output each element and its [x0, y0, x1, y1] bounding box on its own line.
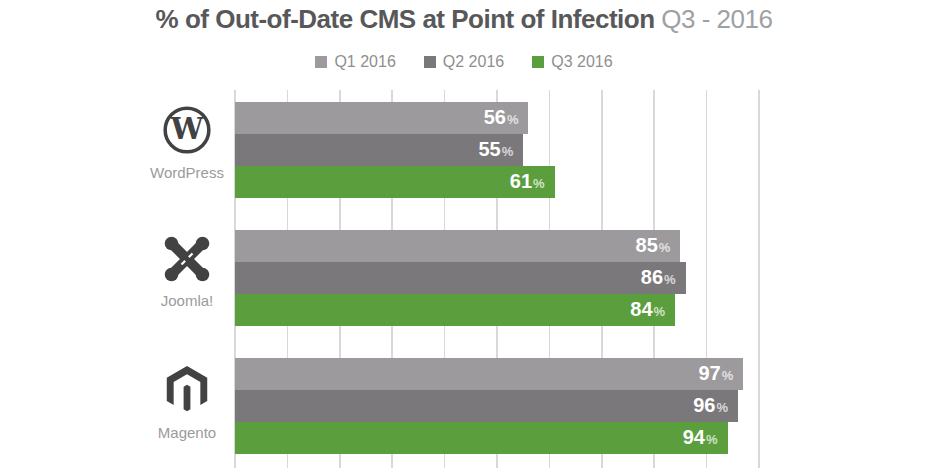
bar-magento-q3-2016: 94% [235, 422, 728, 454]
percent-suffix: % [507, 112, 519, 127]
category-block-wordpress: W WordPress [132, 104, 242, 181]
percent-suffix: % [533, 176, 545, 191]
bar-value: 86% [641, 261, 676, 296]
bar-group-magento: 97%96%94% [235, 358, 759, 454]
percent-suffix: % [722, 368, 734, 383]
percent-suffix: % [706, 432, 718, 447]
bar-value: 85% [636, 229, 671, 264]
wordpress-icon: W [161, 104, 213, 156]
bar-group-wordpress: 56%55%61% [235, 102, 759, 198]
legend-label: Q1 2016 [334, 53, 395, 71]
bar-value: 96% [693, 389, 728, 424]
bar-joomla-q3-2016: 84% [235, 294, 675, 326]
svg-text:W: W [170, 112, 205, 146]
chart-title: % of Out-of-Date CMS at Point of Infecti… [0, 4, 928, 35]
bar-value: 94% [683, 421, 718, 456]
category-label: WordPress [132, 164, 242, 181]
bar-magento-q1-2016: 97% [235, 358, 743, 390]
bar-value: 84% [630, 293, 665, 328]
percent-suffix: % [502, 144, 514, 159]
legend-label: Q3 2016 [551, 53, 612, 71]
chart-title-main: % of Out-of-Date CMS at Point of Infecti… [156, 4, 655, 34]
category-block-joomla: Joomla! [132, 234, 242, 309]
plot-area: 56%55%61% 85%86%84% 97%96%94% [235, 90, 759, 468]
bar-value: 56% [484, 101, 519, 136]
percent-suffix: % [716, 400, 728, 415]
chart-canvas: % of Out-of-Date CMS at Point of Infecti… [0, 0, 928, 468]
bar-group-joomla: 85%86%84% [235, 230, 759, 326]
bar-wordpress-q1-2016: 56% [235, 102, 528, 134]
percent-suffix: % [664, 272, 676, 287]
legend-item-q3-2016: Q3 2016 [532, 53, 612, 71]
category-label: Joomla! [132, 292, 242, 309]
category-label: Magento [132, 424, 242, 441]
joomla-icon [162, 234, 212, 284]
chart-title-period: Q3 - 2016 [655, 4, 773, 34]
bar-wordpress-q3-2016: 61% [235, 166, 555, 198]
magento-icon [164, 364, 210, 416]
bar-value: 55% [478, 133, 513, 168]
legend-swatch-icon [315, 56, 327, 68]
percent-suffix: % [659, 240, 671, 255]
percent-suffix: % [654, 304, 666, 319]
bar-value: 61% [510, 165, 545, 200]
bar-value: 97% [698, 357, 733, 392]
bar-wordpress-q2-2016: 55% [235, 134, 523, 166]
legend-label: Q2 2016 [443, 53, 504, 71]
category-block-magento: Magento [132, 364, 242, 441]
bar-joomla-q2-2016: 86% [235, 262, 686, 294]
legend-item-q1-2016: Q1 2016 [315, 53, 395, 71]
legend-item-q2-2016: Q2 2016 [424, 53, 504, 71]
bar-joomla-q1-2016: 85% [235, 230, 680, 262]
legend-swatch-icon [424, 56, 436, 68]
legend-swatch-icon [532, 56, 544, 68]
bar-magento-q2-2016: 96% [235, 390, 738, 422]
legend: Q1 2016 Q2 2016 Q3 2016 [0, 53, 928, 71]
